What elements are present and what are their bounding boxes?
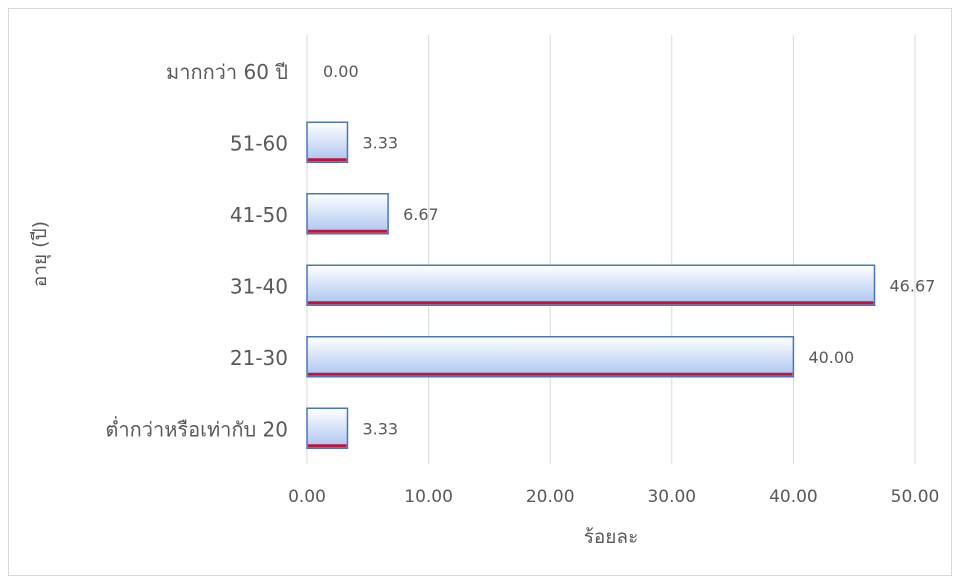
category-label: ต่ำกว่าหรือเท่ากับ 20 bbox=[105, 415, 288, 441]
category-label: 51-60 bbox=[230, 131, 288, 155]
bar-edge bbox=[308, 444, 347, 448]
data-label: 46.67 bbox=[890, 276, 936, 295]
bar-edge bbox=[308, 229, 388, 233]
x-tick-label: 10.00 bbox=[404, 487, 453, 507]
x-tick-label: 0.00 bbox=[288, 487, 326, 507]
bar-edge bbox=[308, 301, 874, 305]
category-label: 41-50 bbox=[230, 203, 288, 227]
gridlines bbox=[306, 35, 916, 464]
category-label: 31-40 bbox=[230, 274, 288, 298]
x-tick-label: 20.00 bbox=[526, 487, 575, 507]
x-axis-title: ร้อยละ bbox=[584, 526, 639, 548]
bar-edge bbox=[308, 372, 793, 376]
x-tick-label: 50.00 bbox=[891, 487, 940, 507]
x-tick-label: 30.00 bbox=[647, 487, 696, 507]
bar-edge bbox=[308, 158, 347, 162]
data-label: 6.67 bbox=[403, 205, 439, 224]
bars bbox=[306, 121, 876, 449]
category-label: มากกว่า 60 ปี bbox=[166, 60, 288, 84]
bar bbox=[306, 121, 349, 163]
data-label: 40.00 bbox=[808, 348, 854, 367]
data-label: 3.33 bbox=[362, 419, 398, 438]
labels: 0.00 10.00 20.00 30.00 40.00 50.00 3.33 ต่ำกว่า… bbox=[105, 60, 939, 507]
category-label: 21-30 bbox=[230, 346, 288, 370]
data-label: 0.00 bbox=[323, 62, 359, 81]
bar bbox=[306, 193, 389, 235]
x-tick-label: 40.00 bbox=[769, 487, 818, 507]
bar bbox=[306, 264, 876, 306]
bar bbox=[306, 407, 349, 449]
data-label: 3.33 bbox=[362, 133, 398, 152]
y-axis-title: อายุ (ปี) bbox=[29, 221, 52, 287]
bar bbox=[306, 336, 795, 378]
